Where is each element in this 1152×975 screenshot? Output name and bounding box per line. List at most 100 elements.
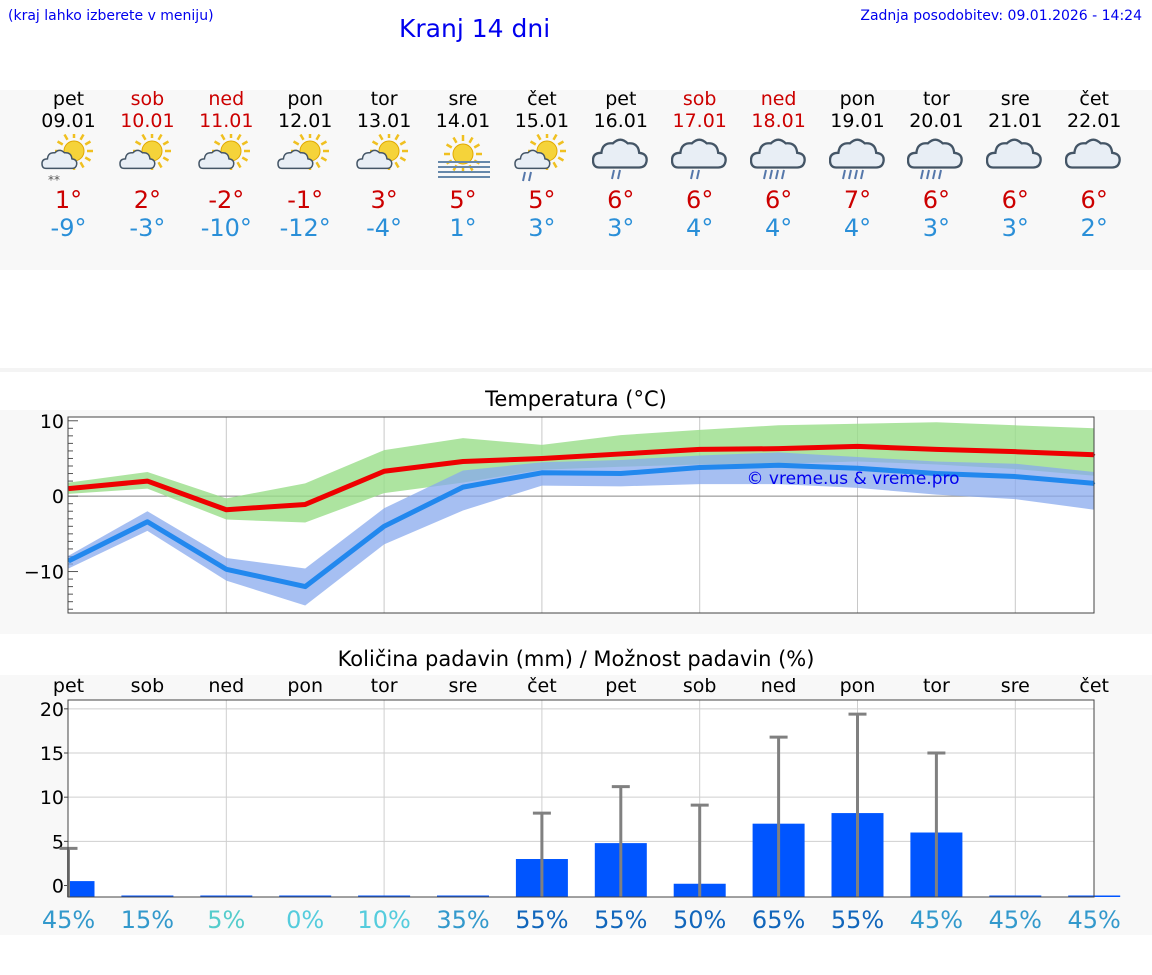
raindrop	[768, 169, 773, 180]
day-column: pet 16.01 6° 3°	[582, 88, 660, 242]
x-category-label: pet	[605, 675, 636, 697]
cloud-heavy-rain-icon	[749, 138, 806, 180]
day-column: sob 17.01 6° 4°	[661, 88, 739, 242]
precip-probability: 5%	[207, 906, 245, 934]
min-temp-point	[856, 467, 859, 470]
precip-bar	[279, 895, 332, 897]
min-temp-point	[698, 466, 701, 469]
sun-cloud-icon	[119, 134, 172, 170]
min-temp-line	[67, 462, 1095, 590]
x-category-label: ned	[208, 675, 244, 697]
raindrop	[859, 169, 864, 180]
watermark: © vreme.us & vreme.pro	[746, 469, 959, 489]
day-date: 19.01	[830, 110, 885, 132]
cloud-icon	[986, 138, 1043, 169]
raindrop	[689, 169, 694, 180]
precip-bar	[121, 895, 174, 897]
max-temp-point	[540, 457, 543, 460]
day-weekday: čet	[1079, 88, 1109, 110]
day-date: 09.01	[41, 110, 96, 132]
day-min-temp: -10°	[200, 214, 252, 242]
precip-probability: 35%	[436, 906, 489, 934]
raindrop	[695, 169, 700, 180]
day-column: pon 19.01 7° 4°	[819, 88, 897, 242]
max-temp-point	[304, 503, 307, 506]
raindrop	[920, 169, 925, 180]
day-weekday: tor	[370, 88, 398, 110]
day-weekday: čet	[527, 88, 557, 110]
min-temp-point	[1014, 475, 1017, 478]
precip-probability: 45%	[1068, 906, 1121, 934]
raindrop	[841, 169, 846, 180]
cloud-shape	[1065, 138, 1122, 169]
precip-probability: 65%	[752, 906, 805, 934]
divider	[0, 368, 1152, 372]
cloud-shape	[986, 138, 1043, 169]
day-weekday: ned	[760, 88, 797, 110]
day-max-temp: 6°	[607, 186, 635, 214]
precip-probability: 10%	[357, 906, 410, 934]
precip-probability: 55%	[594, 906, 647, 934]
day-max-temp: 1°	[54, 186, 83, 214]
day-date: 12.01	[277, 110, 333, 132]
day-column: sob 10.01 2° -3°	[108, 88, 186, 242]
snowflake: **	[48, 173, 60, 184]
x-category-label: pet	[53, 675, 84, 697]
max-temp-point	[935, 448, 938, 451]
max-temp-point	[856, 445, 859, 448]
location-menu-hint[interactable]: (kraj lahko izberete v meniju)	[8, 8, 214, 24]
min-temp-point	[304, 585, 307, 588]
day-max-temp: 7°	[843, 186, 872, 214]
x-category-label: sob	[683, 675, 717, 697]
precip-probability: 0%	[286, 906, 324, 934]
cloud-shape	[119, 149, 156, 170]
min-temp-point	[540, 471, 543, 474]
plot-frame	[67, 699, 1095, 898]
x-category-label: ned	[761, 675, 797, 697]
sun-cloud-rain-icon	[514, 134, 566, 182]
x-category-label: sob	[131, 675, 165, 697]
raindrop	[847, 169, 852, 180]
day-min-temp: 3°	[607, 214, 635, 242]
min-temp-point	[935, 472, 938, 475]
day-max-temp: 5°	[528, 186, 556, 214]
page-title: Kranj 14 dni	[399, 14, 551, 43]
day-max-temp: 6°	[764, 186, 793, 214]
precipitation-chart: pet sob ned pon tor sre čet pet sob ned pon tor sre č…	[40, 675, 1121, 934]
day-column: tor 20.01 6° 3°	[897, 88, 975, 242]
x-category-label: pon	[840, 675, 876, 697]
day-weekday: sob	[682, 88, 717, 110]
day-max-temp: 2°	[133, 186, 162, 214]
min-temp-point	[777, 464, 780, 467]
day-date: 17.01	[672, 110, 727, 132]
cloud-shape	[198, 149, 235, 170]
raindrop	[932, 169, 937, 180]
x-category-label: sre	[1001, 675, 1030, 697]
cloud-shape	[907, 138, 964, 169]
precip-probability: 55%	[515, 906, 568, 934]
day-max-temp: -2°	[208, 186, 245, 214]
precip-probability: 45%	[910, 906, 963, 934]
sun-cloud-snow-icon: **	[40, 134, 93, 184]
min-temp-band	[68, 452, 1095, 606]
day-weekday: pet	[605, 88, 637, 110]
min-temp-point	[619, 472, 622, 475]
min-temp-point	[225, 568, 228, 571]
day-min-temp: -4°	[366, 214, 403, 242]
day-min-temp: 3°	[528, 214, 556, 242]
min-temp-point	[146, 520, 149, 523]
max-temp-point	[225, 508, 228, 511]
day-column: tor 13.01 3° -4°	[345, 88, 423, 242]
cloud-shape	[356, 149, 393, 170]
precip-probability: 45%	[42, 906, 95, 934]
sun-fog-icon	[438, 135, 490, 178]
day-date: 14.01	[435, 110, 491, 132]
day-min-temp: 3°	[1001, 214, 1029, 242]
day-date: 15.01	[514, 110, 570, 132]
max-temp-point	[383, 470, 386, 473]
day-weekday: sre	[1000, 88, 1030, 110]
precip-bar	[437, 895, 489, 897]
day-min-temp: 4°	[843, 214, 872, 242]
max-temp-point	[619, 452, 622, 455]
day-column: pon 12.01 -1° -12°	[266, 88, 344, 242]
